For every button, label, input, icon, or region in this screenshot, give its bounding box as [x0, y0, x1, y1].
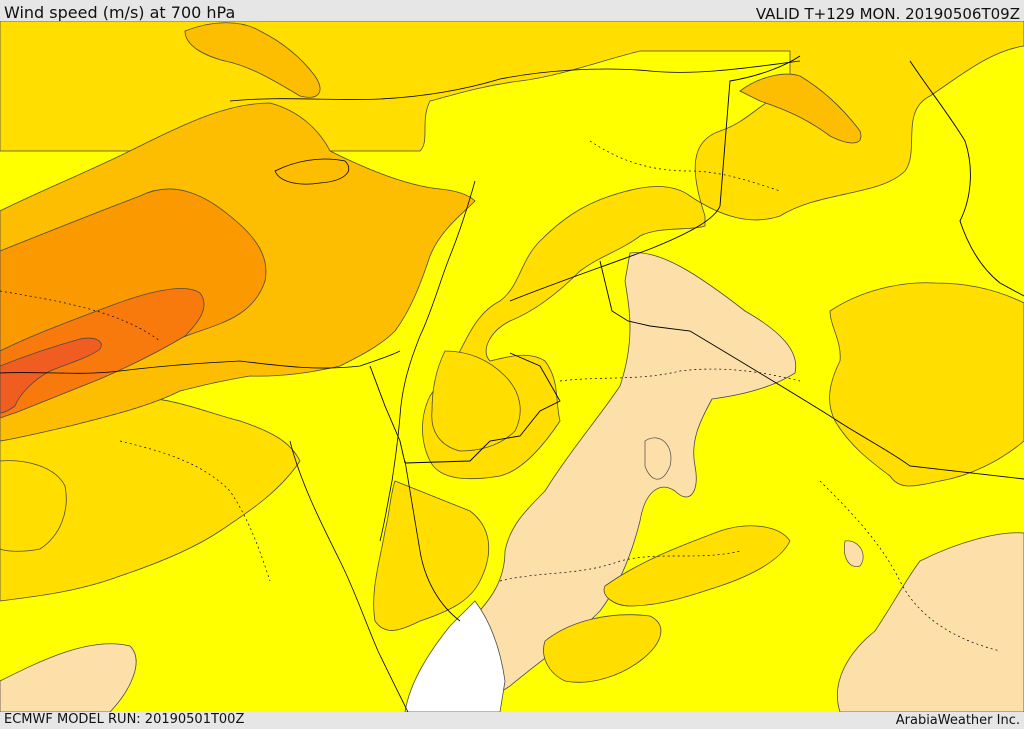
field-class-3-jordan: [431, 350, 521, 452]
field-class-4-northeast: [739, 73, 862, 144]
admin-boundary-2: [499, 550, 741, 582]
footer-bar: ECMWF MODEL RUN: 20190501T00Z ArabiaWeat…: [0, 712, 1024, 729]
field-class-1-southeast: [836, 532, 1024, 712]
coastline-red-sea: [289, 440, 409, 712]
valid-time: VALID T+129 MON. 20190506T09Z: [755, 5, 1020, 23]
border-syria-iraq: [509, 55, 801, 302]
field-class-1-blob-a: [644, 437, 672, 480]
border-jordan-saudi: [404, 352, 561, 464]
no-data-white: [404, 600, 506, 712]
admin-boundary-6: [0, 290, 161, 342]
credit-label: ArabiaWeather Inc.: [895, 713, 1020, 728]
field-class-3-south: [543, 614, 662, 683]
field-class-3-sinai: [373, 480, 490, 631]
coastline-turkey: [229, 60, 801, 102]
coastline-cyprus: [274, 158, 350, 185]
admin-boundary-1: [559, 368, 801, 382]
admin-boundary-4: [819, 480, 1001, 652]
map-title: Wind speed (m/s) at 700 hPa: [4, 3, 236, 22]
admin-boundary-5: [589, 140, 781, 192]
coastline-levant: [379, 180, 476, 542]
border-jordan-iraq: [599, 260, 1024, 480]
header-bar: Wind speed (m/s) at 700 hPa VALID T+129 …: [0, 0, 1024, 23]
field-class-1-southwest: [0, 643, 137, 712]
border-egypt-israel: [369, 365, 406, 464]
model-run-label: ECMWF MODEL RUN: 20190501T00Z: [4, 712, 245, 727]
coastline-gulf-aqaba: [404, 460, 461, 622]
field-class-3-east: [829, 282, 1024, 487]
field-class-1-blob-b: [844, 540, 864, 567]
field-class-4-northwest: [184, 22, 321, 98]
field-class-7: [0, 337, 102, 414]
field-class-6: [0, 288, 205, 419]
field-class-3-saudi: [603, 525, 791, 607]
field-class-1-central: [409, 252, 797, 712]
weather-map[interactable]: [0, 21, 1024, 712]
wind-speed-field: [0, 21, 1024, 712]
coastline-egypt: [0, 350, 401, 374]
border-iraq-iran: [909, 60, 1024, 297]
field-class-3-sw-blob: [0, 460, 67, 552]
